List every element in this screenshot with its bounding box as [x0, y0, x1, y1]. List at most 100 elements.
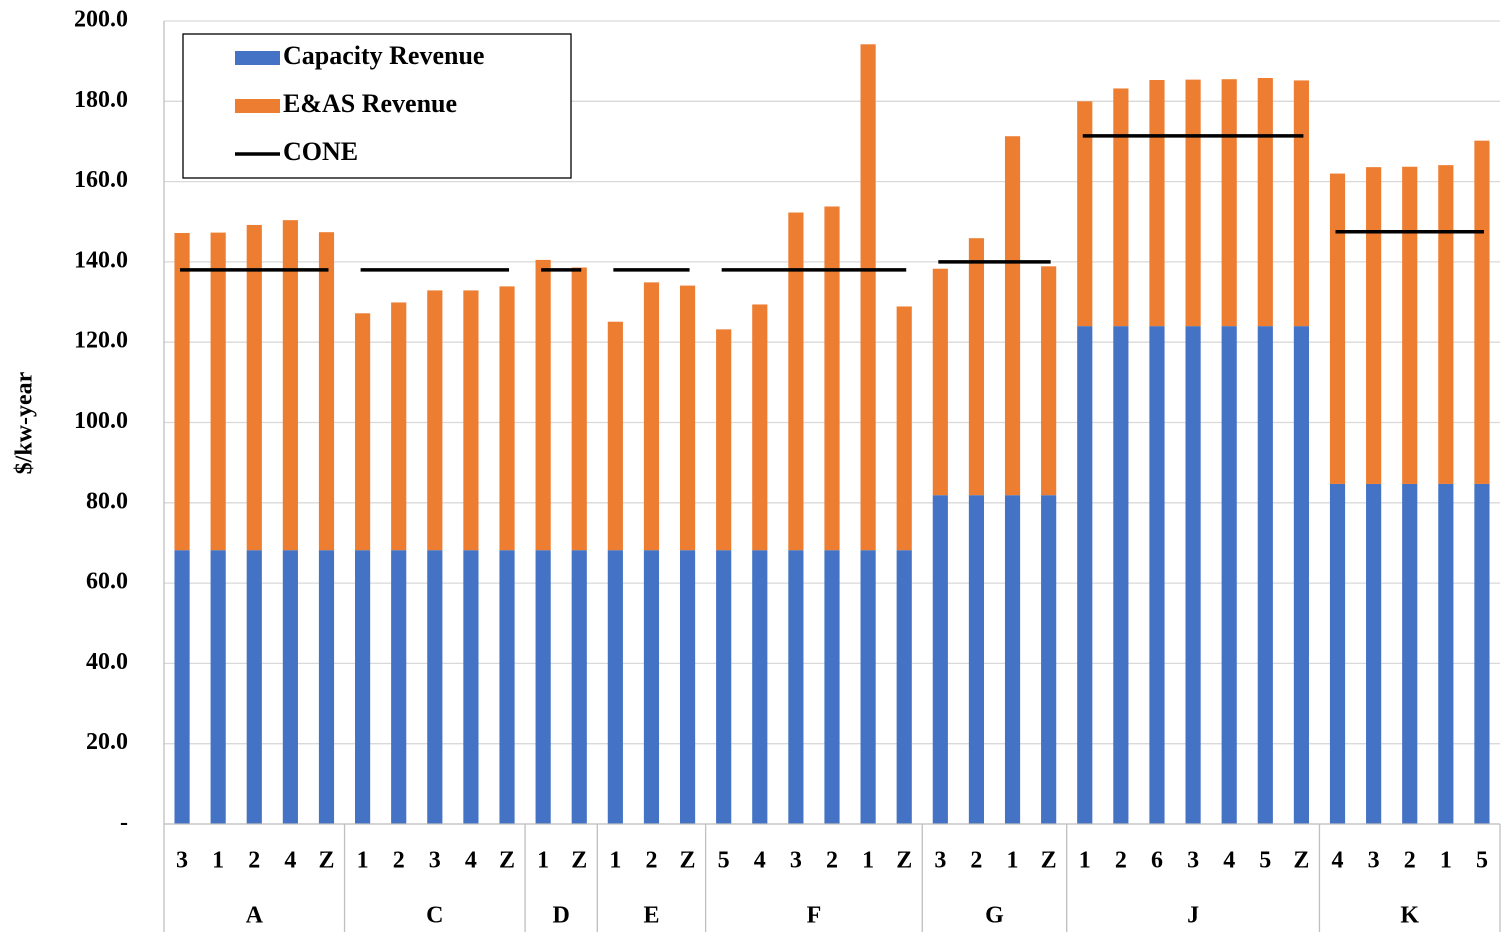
bar-segment: [896, 306, 912, 551]
bar-segment: [932, 268, 948, 496]
x-tick-label: 3: [790, 848, 802, 874]
bar-segment: [499, 286, 515, 551]
legend-label: E&AS Revenue: [283, 89, 457, 118]
x-tick-label: 1: [537, 848, 549, 874]
legend-label: Capacity Revenue: [283, 41, 484, 70]
bar-segment: [1041, 495, 1057, 824]
bar-segment: [860, 550, 876, 824]
bar-segment: [679, 285, 696, 551]
x-tick-label: 3: [176, 848, 188, 874]
bar-segment: [860, 44, 876, 551]
bar-segment: [174, 550, 190, 824]
bar-segment: [1185, 326, 1201, 824]
bar-segment: [535, 259, 551, 551]
bar-segment: [1402, 483, 1418, 824]
y-tick-label: 140.0: [74, 247, 128, 273]
x-tick-label: 2: [393, 848, 405, 874]
x-tick-label: Z: [1041, 848, 1057, 874]
bar-segment: [1257, 326, 1273, 824]
bar-segment: [463, 290, 479, 551]
bar-segment: [968, 495, 985, 824]
bar-segment: [246, 550, 262, 824]
bar-segment: [896, 550, 912, 824]
bar-segment: [463, 550, 479, 824]
bar-segment: [318, 550, 335, 824]
group-label: G: [985, 903, 1004, 929]
bar-segment: [571, 550, 587, 824]
bar-segment: [391, 550, 407, 824]
bar-segment: [210, 232, 226, 551]
bar-segment: [355, 550, 371, 824]
x-tick-label: 4: [284, 848, 296, 874]
bar-segment: [1402, 166, 1418, 484]
x-tick-label: 1: [1440, 848, 1452, 874]
bar-segment: [932, 495, 948, 824]
x-tick-label: Z: [896, 848, 912, 874]
x-tick-label: 2: [826, 848, 838, 874]
x-tick-label: 3: [1368, 848, 1380, 874]
y-tick-label: 60.0: [86, 569, 128, 595]
legend: Capacity Revenue E&AS Revenue CONE: [182, 33, 572, 179]
x-tick-label: 6: [1151, 848, 1163, 874]
bar-segment: [1113, 88, 1129, 327]
legend-swatch: [235, 99, 280, 113]
bar-segment: [1149, 326, 1165, 824]
y-axis-label: $/kw-year: [12, 371, 38, 474]
bar-segment: [607, 321, 623, 551]
bar-segment: [1004, 495, 1021, 824]
bar-segment: [427, 290, 443, 551]
bar-segment: [716, 329, 732, 551]
bar-segment: [1004, 136, 1021, 496]
bar-segment: [391, 302, 407, 551]
bar-segment: [571, 267, 587, 551]
bar-segment: [1221, 79, 1237, 327]
y-tick-label: 80.0: [86, 488, 128, 514]
x-tick-label: 1: [862, 848, 874, 874]
bar-segment: [174, 232, 190, 551]
x-tick-label: 3: [934, 848, 946, 874]
x-tick-label: 1: [1007, 848, 1019, 874]
bar-segment: [246, 224, 262, 551]
group-label: K: [1400, 903, 1419, 929]
x-tick-label: 3: [1187, 848, 1199, 874]
bar-segment: [716, 550, 732, 824]
bar-segment: [643, 282, 660, 551]
bar-segment: [282, 550, 298, 824]
bar-segment: [1474, 140, 1490, 484]
y-tick-label: 180.0: [74, 87, 128, 113]
group-label: A: [246, 903, 264, 929]
x-tick-label: 5: [1259, 848, 1271, 874]
x-tick-label: 1: [1079, 848, 1091, 874]
x-tick-label: 2: [970, 848, 982, 874]
x-tick-label: 1: [357, 848, 369, 874]
x-tick-label: 2: [248, 848, 260, 874]
bar-segment: [1366, 167, 1382, 484]
bar-segment: [1329, 173, 1346, 484]
x-tick-label: Z: [318, 848, 334, 874]
x-tick-label: 1: [609, 848, 621, 874]
legend-label: CONE: [283, 137, 358, 166]
bar-segment: [968, 238, 985, 496]
bar-segment: [1438, 165, 1454, 484]
y-tick-label: 40.0: [86, 649, 128, 675]
bar-segment: [1221, 326, 1237, 824]
y-tick-label: 120.0: [74, 328, 128, 354]
x-tick-label: 5: [718, 848, 730, 874]
bar-segment: [824, 206, 840, 551]
bar-segment: [210, 550, 226, 824]
x-tick-label: 4: [1223, 848, 1235, 874]
x-tick-label: Z: [680, 848, 696, 874]
bar-segment: [1366, 483, 1382, 824]
bar-segment: [1293, 326, 1309, 824]
bar-segment: [1113, 326, 1129, 824]
x-tick-label: 2: [1404, 848, 1416, 874]
y-tick-label: -: [120, 810, 128, 836]
bar-segment: [1041, 266, 1057, 496]
bar-segment: [1474, 483, 1490, 824]
group-label: C: [426, 903, 443, 929]
x-tick-label: 5: [1476, 848, 1488, 874]
bar-segment: [318, 232, 335, 551]
bar-segment: [1077, 101, 1093, 327]
legend-swatch: [235, 51, 280, 65]
